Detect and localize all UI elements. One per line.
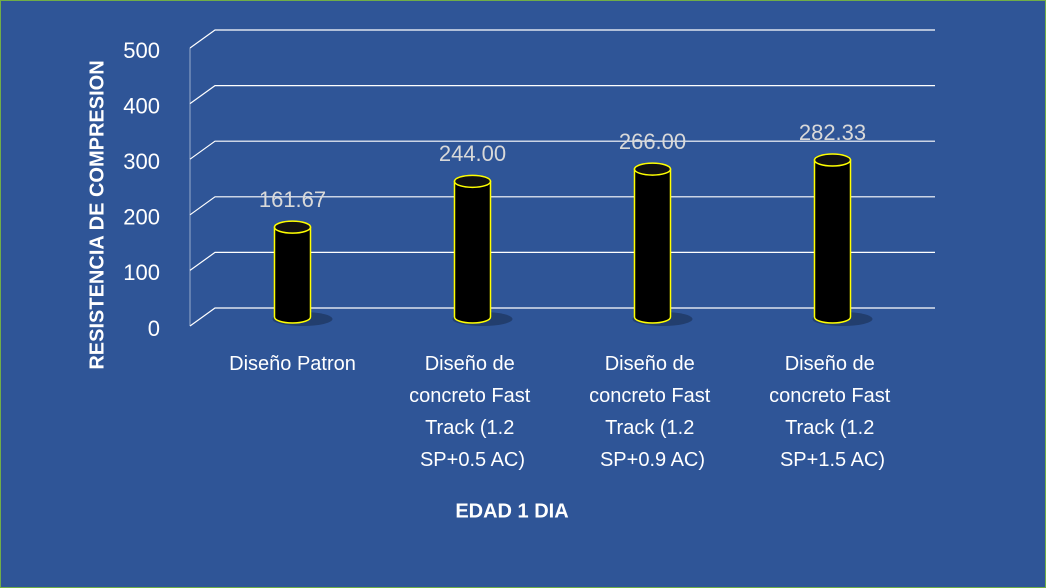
bar-top xyxy=(813,153,852,167)
grid-line xyxy=(189,251,935,271)
x-tick-label: Diseño de concreto Fast Track (1.2 SP+0.… xyxy=(409,353,536,471)
y-axis-title: RESISTENCIA DE COMPRESION xyxy=(86,60,108,369)
x-tick-label: Diseño Patron xyxy=(229,353,356,375)
x-tick-label: Diseño de concreto Fast Track (1.2 SP+1.… xyxy=(769,353,896,471)
y-tick-label: 200 xyxy=(123,205,160,230)
bar xyxy=(453,180,492,324)
x-tick-label: Diseño de concreto Fast Track (1.2 SP+0.… xyxy=(589,353,716,471)
bar xyxy=(633,168,672,324)
grid-line xyxy=(189,140,935,160)
x-axis-title: EDAD 1 DIA xyxy=(455,500,568,522)
value-label: 161.67 xyxy=(259,187,326,212)
bar xyxy=(813,159,852,324)
grid-line xyxy=(189,307,935,327)
value-label: 282.33 xyxy=(799,120,866,145)
y-tick-label: 400 xyxy=(123,93,160,118)
bar-top xyxy=(453,174,492,189)
y-tick-label: 500 xyxy=(123,38,160,63)
y-tick-label: 300 xyxy=(123,149,160,174)
bar xyxy=(273,226,312,324)
y-tick-label: 100 xyxy=(123,260,160,285)
bar-top xyxy=(633,162,672,176)
grid-line xyxy=(189,84,935,105)
value-label: 266.00 xyxy=(619,129,686,154)
bar-top xyxy=(273,220,312,234)
grid-line xyxy=(189,29,935,49)
value-label: 244.00 xyxy=(439,141,506,166)
grid-line xyxy=(189,196,935,216)
y-tick-label: 0 xyxy=(148,316,160,341)
